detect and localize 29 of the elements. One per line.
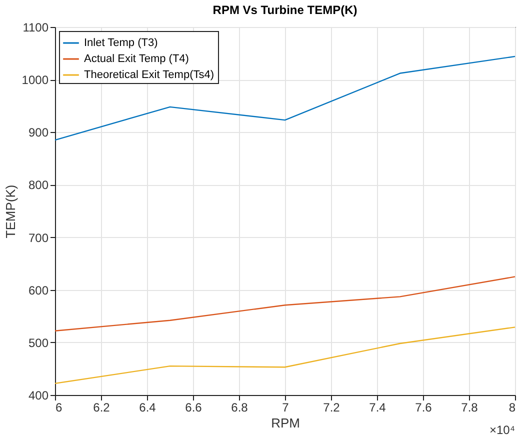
x-tick-label: 7 (282, 400, 290, 414)
y-tick-label: 500 (28, 336, 49, 350)
x-tick-label: 6.2 (93, 400, 110, 414)
x-tick-label: 6.6 (185, 400, 202, 414)
x-tick-label: 6.8 (231, 400, 248, 414)
y-tick-label: 1100 (22, 20, 49, 34)
x-tick-label: 6.4 (139, 400, 156, 414)
line-series (54, 326, 516, 384)
y-axis-title: TEMP(K) (2, 184, 18, 238)
line-series (54, 56, 516, 141)
legend-label: Inlet Temp (T3) (84, 37, 158, 49)
x-tick-label: 7.4 (369, 400, 386, 414)
text: ×10⁴ (489, 423, 515, 437)
line-series (54, 276, 516, 332)
y-tick-label: 1000 (22, 73, 49, 88)
x-tick-label: 6 (56, 400, 62, 414)
x-tick-label: 8 (508, 400, 516, 414)
legend-label: Actual Exit Temp (T4) (84, 53, 189, 65)
chart-title: RPM Vs Turbine TEMP(K) (212, 3, 358, 17)
x-tick-label: 7.6 (415, 400, 432, 414)
legend-label: Theoretical Exit Temp(Ts4) (84, 69, 214, 81)
y-tick-label: 800 (28, 178, 49, 192)
x-tick-label: 7.2 (323, 400, 340, 414)
y-tick-label: 400 (28, 388, 49, 402)
y-tick-label: 900 (28, 126, 49, 140)
x-tick-label: 7.8 (461, 400, 478, 414)
y-tick-label: 600 (28, 283, 49, 298)
x-axis-title: RPM (271, 416, 300, 430)
y-tick-label: 700 (28, 230, 49, 245)
